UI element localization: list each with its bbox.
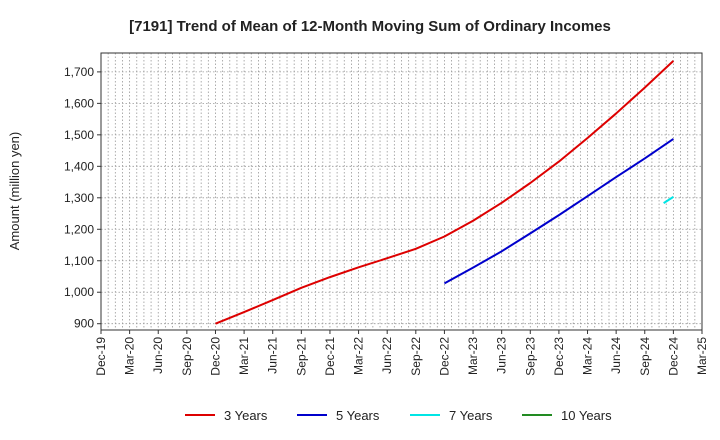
y-tick-label: 900 <box>74 317 94 331</box>
x-tick-label: Sep-23 <box>523 337 537 376</box>
chart-title: [7191] Trend of Mean of 12-Month Moving … <box>129 18 611 35</box>
x-tick-label: Jun-23 <box>495 337 509 374</box>
y-tick-label: 1,500 <box>64 128 94 142</box>
y-axis: 900 1,000 1,100 1,200 1,300 1,400 1,500 1,600 1,… <box>64 65 101 331</box>
y-tick-label: 1,200 <box>64 222 94 236</box>
x-tick-label: Mar-24 <box>581 337 595 375</box>
plot-frame <box>100 52 703 331</box>
series-line-3-years <box>215 60 675 325</box>
legend-label: 10 Years <box>561 408 612 423</box>
x-tick-label: Dec-19 <box>94 337 108 376</box>
y-axis-label: Amount (million yen) <box>7 132 22 251</box>
y-tick-label: 1,600 <box>64 96 94 110</box>
series-line-5-years <box>443 138 674 285</box>
x-tick-label: Dec-21 <box>323 337 337 376</box>
legend-label: 7 Years <box>449 408 493 423</box>
x-tick-label: Jun-22 <box>380 337 394 374</box>
x-tick-label: Dec-20 <box>208 337 222 376</box>
x-tick-label: Jun-21 <box>266 337 280 374</box>
x-tick-label: Dec-23 <box>552 337 566 376</box>
legend-label: 3 Years <box>224 408 268 423</box>
x-axis: Dec-19 Mar-20 Jun-20 Sep-20 Dec-20 Mar-21 Jun-… <box>94 330 709 376</box>
x-tick-label: Jun-20 <box>151 337 165 374</box>
x-tick-label: Sep-21 <box>294 337 308 376</box>
x-tick-label: Dec-24 <box>666 337 680 376</box>
series-group <box>215 60 675 325</box>
x-tick-label: Mar-21 <box>237 337 251 375</box>
y-tick-label: 1,400 <box>64 159 94 173</box>
x-tick-label: Jun-24 <box>609 337 623 374</box>
y-tick-label: 1,700 <box>64 65 94 79</box>
x-tick-label: Mar-25 <box>695 337 709 375</box>
legend-label: 5 Years <box>336 408 380 423</box>
grid <box>101 53 702 330</box>
x-tick-label: Sep-24 <box>638 337 652 376</box>
series-line-7-years <box>663 196 674 204</box>
y-tick-label: 1,300 <box>64 191 94 205</box>
x-tick-label: Sep-20 <box>180 337 194 376</box>
y-tick-label: 1,000 <box>64 285 94 299</box>
x-tick-label: Mar-23 <box>466 337 480 375</box>
legend: 3 Years 5 Years 7 Years 10 Years <box>185 408 612 423</box>
x-tick-label: Dec-22 <box>437 337 451 376</box>
x-tick-label: Sep-22 <box>409 337 423 376</box>
x-tick-label: Mar-22 <box>352 337 366 375</box>
x-tick-label: Mar-20 <box>123 337 137 375</box>
y-tick-label: 1,100 <box>64 254 94 268</box>
